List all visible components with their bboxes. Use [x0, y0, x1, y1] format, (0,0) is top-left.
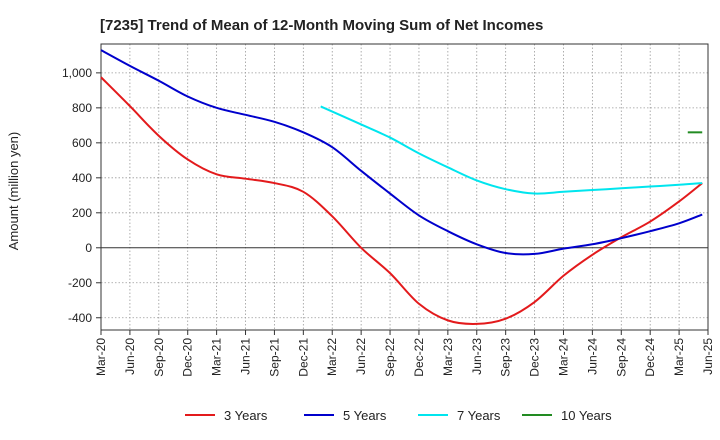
x-tick-label: Jun-25: [701, 338, 715, 375]
plot-frame: [100, 43, 709, 331]
legend-label-7-years: 7 Years: [457, 408, 501, 423]
x-tick-label: Mar-25: [672, 338, 686, 376]
x-tick-label: Dec-21: [296, 338, 310, 377]
legend-label-10-years: 10 Years: [561, 408, 612, 423]
y-tick-label: 0: [85, 241, 92, 255]
series-line-3-years: [100, 76, 703, 325]
y-tick-label: 1,000: [62, 66, 92, 80]
legend-label-5-years: 5 Years: [343, 408, 387, 423]
x-tick-label: Jun-24: [585, 338, 599, 375]
x-tick-label: Sep-24: [614, 338, 628, 377]
y-tick-label: 200: [72, 206, 92, 220]
x-tick-label: Jun-22: [354, 338, 368, 375]
legend-label-3-years: 3 Years: [224, 408, 268, 423]
x-tick-label: Jun-23: [470, 338, 484, 375]
x-tick-label: Sep-22: [383, 338, 397, 377]
series-line-7-years: [320, 105, 703, 195]
x-tick-label: Mar-24: [556, 338, 570, 376]
x-tick-label: Mar-20: [94, 338, 108, 376]
y-axis-title: Amount (million yen): [6, 132, 21, 251]
x-tick-label: Mar-22: [325, 338, 339, 376]
axis-layer: -400 -200 0 200 400 600 800 1,000 Mar-20 Jun-20 Se…: [62, 43, 715, 377]
x-tick-label: Dec-22: [412, 338, 426, 377]
x-tick-label: Jun-20: [123, 338, 137, 375]
series-layer: [100, 49, 703, 325]
y-tick-label: 600: [72, 136, 92, 150]
x-tick-label: Sep-21: [267, 338, 281, 377]
x-tick-label: Sep-20: [152, 338, 166, 377]
legend: 3 Years 5 Years 7 Years 10 Years: [185, 408, 612, 423]
y-tick-label: 800: [72, 101, 92, 115]
y-tick-label: 400: [72, 171, 92, 185]
x-tick-label: Mar-23: [441, 338, 455, 376]
x-tick-label: Jun-21: [239, 338, 253, 375]
x-tick-label: Dec-23: [528, 338, 542, 377]
x-tick-label: Dec-20: [181, 338, 195, 377]
y-tick-label: -400: [68, 311, 92, 325]
x-tick-label: Sep-23: [499, 338, 513, 377]
chart-title: [7235] Trend of Mean of 12-Month Moving …: [100, 17, 543, 34]
x-tick-label: Mar-21: [210, 338, 224, 376]
x-tick-label: Dec-24: [643, 338, 657, 377]
series-line-5-years: [100, 49, 703, 256]
grid-layer: [100, 44, 709, 330]
y-tick-label: -200: [68, 276, 92, 290]
